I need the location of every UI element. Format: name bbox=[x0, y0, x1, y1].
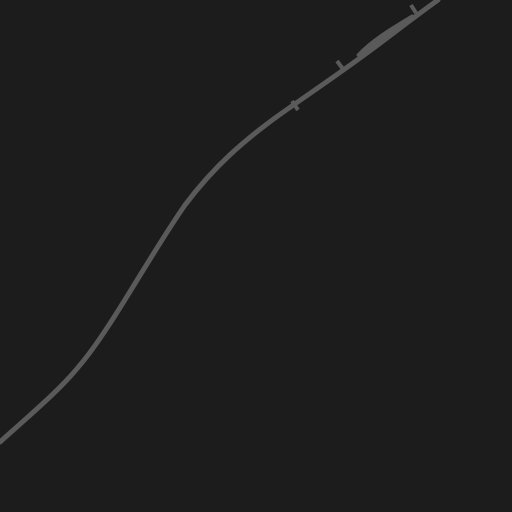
rail-tick-marker bbox=[335, 59, 345, 71]
rail-tick-marker bbox=[409, 3, 418, 15]
rail-siding bbox=[356, 14, 414, 57]
railway-line[interactable] bbox=[0, 0, 441, 445]
rail-tick-marker bbox=[290, 99, 300, 112]
